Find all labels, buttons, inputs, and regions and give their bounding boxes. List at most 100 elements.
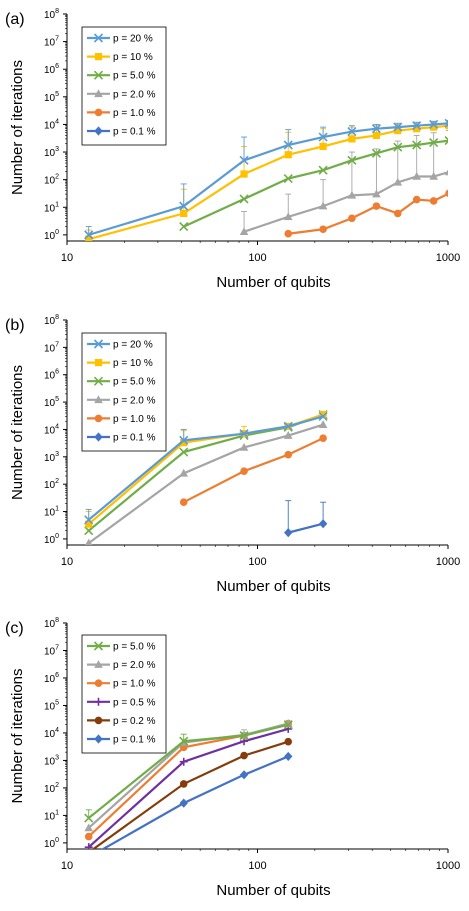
legend-marker [93, 33, 104, 43]
y-tick-label: 100 [44, 837, 59, 850]
series-p-0-2- [87, 737, 293, 849]
data-point [179, 435, 189, 445]
plot-area [84, 118, 448, 241]
y-axis-title: Number of iterations [9, 60, 26, 195]
data-point [87, 848, 91, 849]
y-tick-label: 106 [44, 63, 59, 76]
data-point [319, 142, 327, 151]
data-point [318, 411, 328, 421]
y-tick-label: 104 [44, 727, 59, 740]
data-point [318, 519, 328, 529]
series-line [88, 723, 289, 819]
data-point [239, 227, 249, 236]
legend-label: p = 10 % [113, 52, 153, 63]
series-p-1-0- [284, 189, 448, 238]
legend: p = 20 % p = 10 % p = 5.0 % p = 2.0 % p = 1.… [81, 26, 167, 146]
y-tick-label: 107 [44, 644, 59, 657]
x-tick-label: 100 [248, 556, 266, 568]
x-tick-label: 1000 [436, 860, 460, 872]
data-point [84, 843, 93, 849]
data-point [284, 737, 293, 746]
data-point [179, 798, 188, 808]
legend-label: p = 2.0 % [113, 395, 156, 406]
legend-marker [94, 679, 103, 687]
data-point [283, 173, 293, 184]
data-point [429, 138, 439, 148]
data-point [412, 140, 422, 150]
series-p-2-0- [85, 420, 328, 545]
data-point [239, 770, 249, 780]
legend-label: p = 20 % [113, 340, 153, 351]
x-tick-label: 100 [248, 860, 266, 872]
data-point [180, 439, 188, 447]
legend-box [81, 26, 167, 146]
data-point [445, 189, 448, 197]
data-point [284, 450, 293, 459]
data-point [412, 195, 421, 204]
data-point [85, 538, 93, 545]
x-axis-title: Number of qubits [216, 882, 330, 899]
y-tick-label: 108 [44, 8, 59, 21]
y-tick-label: 104 [44, 118, 59, 131]
data-point [318, 165, 328, 175]
data-point [319, 410, 327, 419]
data-point [429, 119, 439, 130]
plot-area [84, 719, 293, 862]
data-point [372, 202, 381, 210]
y-tick-label: 108 [44, 314, 59, 327]
data-point [371, 148, 381, 158]
y-axis-title: Number of iterations [9, 668, 26, 803]
panel-label: (a) [5, 11, 25, 28]
data-point [179, 221, 189, 232]
data-point [347, 155, 357, 165]
x-tick-label: 1000 [436, 556, 460, 568]
data-point [239, 442, 249, 451]
y-axis-title: Number of iterations [9, 365, 26, 500]
data-point [84, 515, 94, 525]
y-tick-label: 102 [44, 782, 59, 795]
legend: p = 5.0 % p = 2.0 % p = 1.0 % p = 0.5 % p = … [81, 634, 167, 754]
data-point [85, 853, 93, 862]
data-point [84, 832, 93, 841]
data-point [318, 132, 328, 142]
data-point [84, 230, 94, 240]
data-point [412, 121, 422, 131]
legend-marker [94, 395, 103, 404]
data-point [284, 751, 293, 762]
legend-box [81, 332, 167, 452]
data-point [430, 123, 438, 131]
data-point [372, 131, 381, 140]
data-point [319, 434, 327, 442]
data-point [444, 169, 448, 176]
panel-label: (b) [5, 317, 25, 334]
x-tick-label: 10 [61, 252, 73, 264]
y-tick-label: 108 [44, 617, 59, 630]
data-point [283, 212, 293, 221]
series-p-0-1- [85, 751, 293, 862]
y-tick-label: 103 [44, 451, 59, 464]
y-tick-label: 102 [44, 478, 59, 491]
data-point [179, 447, 189, 457]
data-point [239, 155, 249, 165]
legend-label: p = 2.0 % [113, 89, 156, 100]
legend-label: p = 0.5 % [113, 697, 156, 708]
legend-label: p = 0.1 % [113, 735, 156, 746]
y-tick-label: 107 [44, 341, 59, 354]
y-tick-label: 101 [44, 506, 59, 519]
y-tick-label: 105 [44, 396, 59, 409]
data-point [283, 431, 293, 439]
data-point [394, 126, 402, 135]
data-point [240, 170, 248, 178]
data-point [318, 201, 328, 210]
data-point [179, 736, 189, 746]
data-point [239, 194, 249, 204]
legend-marker [93, 339, 104, 349]
data-point [413, 125, 421, 133]
data-point [393, 142, 403, 152]
legend-label: p = 0.1 % [113, 433, 156, 444]
x-tick-label: 100 [248, 252, 266, 264]
plot-area [84, 410, 328, 545]
data-point [239, 731, 249, 741]
